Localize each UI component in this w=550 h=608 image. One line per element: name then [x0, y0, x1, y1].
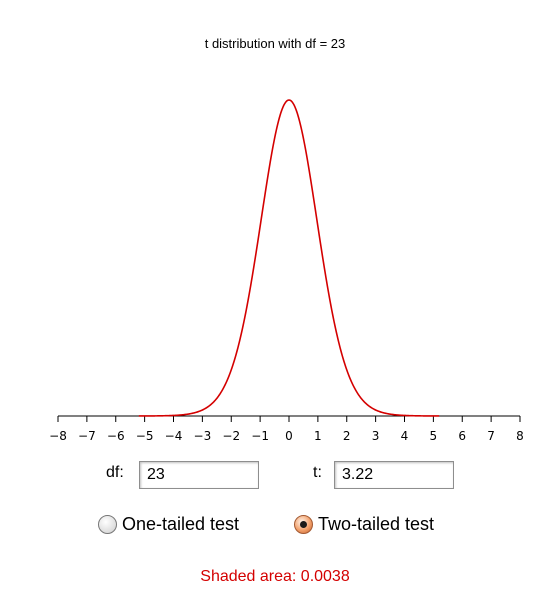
two-tailed-radio[interactable]	[294, 514, 313, 534]
x-tick-label: 1	[314, 429, 322, 443]
t-distribution-plot: −8 −7 −6 −5 −4 −3 −2 −1 0 1 2 3 4 5 6 7 8	[49, 99, 524, 443]
x-tick-label: 6	[458, 429, 466, 443]
density-curve	[138, 99, 440, 417]
x-tick-label: 2	[343, 429, 351, 443]
df-label: df:	[106, 464, 124, 481]
two-tailed-option[interactable]: Two-tailed test	[294, 509, 434, 539]
x-tick-label: −3	[194, 429, 212, 443]
two-tailed-label[interactable]: Two-tailed test	[318, 513, 435, 534]
x-tick-label: −1	[251, 429, 269, 443]
x-tick-label: 5	[430, 429, 438, 443]
x-tick-label: 7	[487, 429, 495, 443]
x-tick-label: 8	[516, 429, 524, 443]
x-axis: −8 −7 −6 −5 −4 −3 −2 −1 0 1 2 3 4 5 6 7 8	[49, 415, 524, 443]
plot-title: t distribution with df = 23	[204, 36, 346, 51]
t-input[interactable]	[334, 461, 454, 489]
x-tick-label: −2	[222, 429, 240, 443]
one-tailed-label[interactable]: One-tailed test	[122, 513, 240, 534]
shaded-area-result: Shaded area: 0.0038	[200, 568, 350, 585]
x-tick-label: −4	[165, 429, 183, 443]
x-tick-label: −5	[136, 429, 154, 443]
x-tick-label: 0	[285, 429, 293, 443]
density-curve-layer	[138, 99, 440, 417]
x-tick-label: 4	[401, 429, 409, 443]
x-tick-label: −6	[107, 429, 125, 443]
x-tick-label: 3	[372, 429, 380, 443]
test-type-radio-group: One-tailed test Two-tailed test	[0, 509, 550, 539]
df-input[interactable]	[139, 461, 259, 489]
x-tick-label: −8	[49, 429, 67, 443]
t-label: t:	[313, 464, 322, 481]
one-tailed-radio[interactable]	[98, 514, 117, 534]
radio-selected-dot	[300, 520, 307, 528]
one-tailed-option[interactable]: One-tailed test	[98, 509, 239, 539]
x-tick-label: −7	[78, 429, 96, 443]
